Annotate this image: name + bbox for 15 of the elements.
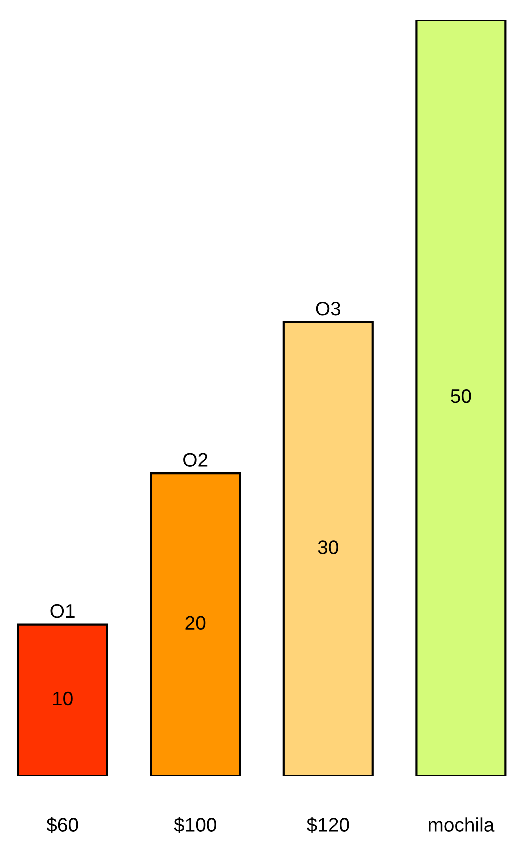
data-label: 30 <box>318 540 338 554</box>
bar <box>17 624 108 776</box>
x-tick-label: mochila <box>428 818 495 832</box>
data-label: 10 <box>53 692 73 706</box>
bar <box>416 20 507 776</box>
bar <box>282 321 374 776</box>
x-tick-label: $120 <box>306 817 350 834</box>
annotation: O1 <box>50 604 75 618</box>
data-label: 20 <box>186 616 206 630</box>
annotation: O3 <box>316 302 341 316</box>
x-tick-label: $60 <box>46 817 78 834</box>
x-tick-label: $100 <box>174 817 216 834</box>
bar <box>150 472 242 776</box>
data-label: 50 <box>451 389 472 404</box>
annotation: O2 <box>184 453 208 467</box>
